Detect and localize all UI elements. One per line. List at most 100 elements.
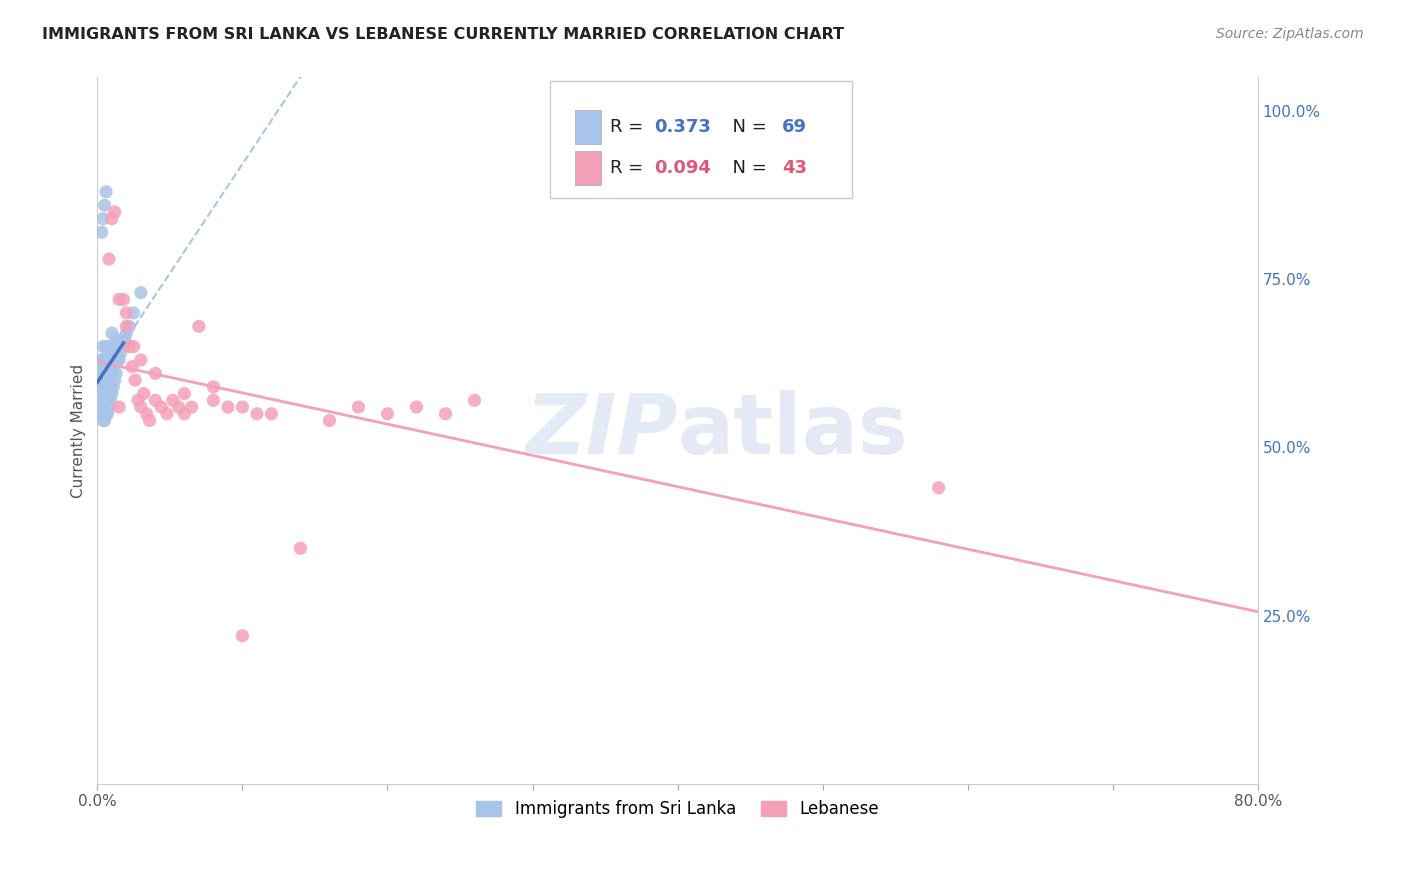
Point — [89, 407, 111, 421]
Text: 0.094: 0.094 — [654, 159, 711, 177]
Point — [115, 319, 138, 334]
Point — [115, 326, 138, 340]
FancyBboxPatch shape — [550, 81, 852, 197]
Point — [202, 393, 225, 408]
Point — [290, 541, 312, 556]
Point — [108, 339, 131, 353]
Point — [94, 393, 117, 408]
Point — [107, 353, 129, 368]
Point — [97, 367, 120, 381]
Text: atlas: atlas — [678, 390, 908, 471]
Text: 69: 69 — [782, 118, 807, 136]
Point — [91, 413, 114, 427]
Point — [110, 333, 132, 347]
Text: ZIP: ZIP — [524, 390, 678, 471]
Point — [108, 400, 131, 414]
Point — [96, 380, 118, 394]
Point — [97, 400, 120, 414]
Point — [89, 353, 111, 368]
Point — [103, 339, 125, 353]
Point — [101, 386, 124, 401]
Point — [112, 339, 135, 353]
Point — [156, 407, 179, 421]
Y-axis label: Currently Married: Currently Married — [72, 364, 86, 498]
Point — [145, 367, 167, 381]
Point — [87, 373, 110, 387]
Point — [107, 339, 129, 353]
Point — [347, 400, 370, 414]
Point — [377, 407, 399, 421]
Point — [94, 407, 117, 421]
Point — [87, 359, 110, 374]
Point — [231, 400, 253, 414]
Point — [90, 359, 112, 374]
Text: R =: R = — [610, 159, 650, 177]
Bar — [575, 110, 600, 144]
Point — [94, 373, 117, 387]
Point — [96, 339, 118, 353]
Point — [108, 293, 131, 307]
Point — [96, 407, 118, 421]
Point — [89, 373, 111, 387]
Point — [100, 380, 122, 394]
Point — [91, 211, 114, 226]
Point — [124, 373, 146, 387]
Point — [150, 400, 173, 414]
Point — [104, 205, 127, 219]
Legend: Immigrants from Sri Lanka, Lebanese: Immigrants from Sri Lanka, Lebanese — [470, 794, 886, 825]
Point — [94, 185, 117, 199]
Point — [103, 359, 125, 374]
Point — [93, 198, 115, 212]
Point — [91, 400, 114, 414]
Point — [101, 367, 124, 381]
Point — [97, 252, 120, 266]
Point — [105, 353, 128, 368]
Point — [231, 629, 253, 643]
Point — [162, 393, 184, 408]
Bar — [575, 151, 600, 185]
Point — [110, 346, 132, 360]
Point — [121, 359, 143, 374]
Point — [90, 400, 112, 414]
Point — [96, 393, 118, 408]
Point — [129, 400, 152, 414]
Point — [180, 400, 202, 414]
Point — [127, 393, 149, 408]
Point — [129, 353, 152, 368]
Point — [173, 407, 195, 421]
Point — [90, 225, 112, 239]
Text: 43: 43 — [782, 159, 807, 177]
Point — [405, 400, 427, 414]
Point — [91, 386, 114, 401]
Point — [118, 339, 141, 353]
Point — [101, 326, 124, 340]
Point — [100, 393, 122, 408]
Text: N =: N = — [720, 118, 772, 136]
Point — [91, 353, 114, 368]
Point — [105, 367, 128, 381]
Point — [260, 407, 283, 421]
Point — [89, 386, 111, 401]
Point — [94, 339, 117, 353]
Point — [434, 407, 457, 421]
Point — [104, 373, 127, 387]
Text: IMMIGRANTS FROM SRI LANKA VS LEBANESE CURRENTLY MARRIED CORRELATION CHART: IMMIGRANTS FROM SRI LANKA VS LEBANESE CU… — [42, 27, 844, 42]
Point — [96, 359, 118, 374]
Text: N =: N = — [720, 159, 772, 177]
Point — [93, 407, 115, 421]
Point — [87, 400, 110, 414]
Text: R =: R = — [610, 118, 650, 136]
Point — [90, 386, 112, 401]
Point — [93, 380, 115, 394]
Point — [118, 319, 141, 334]
Point — [89, 393, 111, 408]
Point — [93, 393, 115, 408]
Point — [463, 393, 485, 408]
Point — [100, 359, 122, 374]
Point — [187, 319, 209, 334]
Point — [104, 353, 127, 368]
Point — [90, 373, 112, 387]
Point — [91, 339, 114, 353]
Text: Source: ZipAtlas.com: Source: ZipAtlas.com — [1216, 27, 1364, 41]
Point — [246, 407, 269, 421]
